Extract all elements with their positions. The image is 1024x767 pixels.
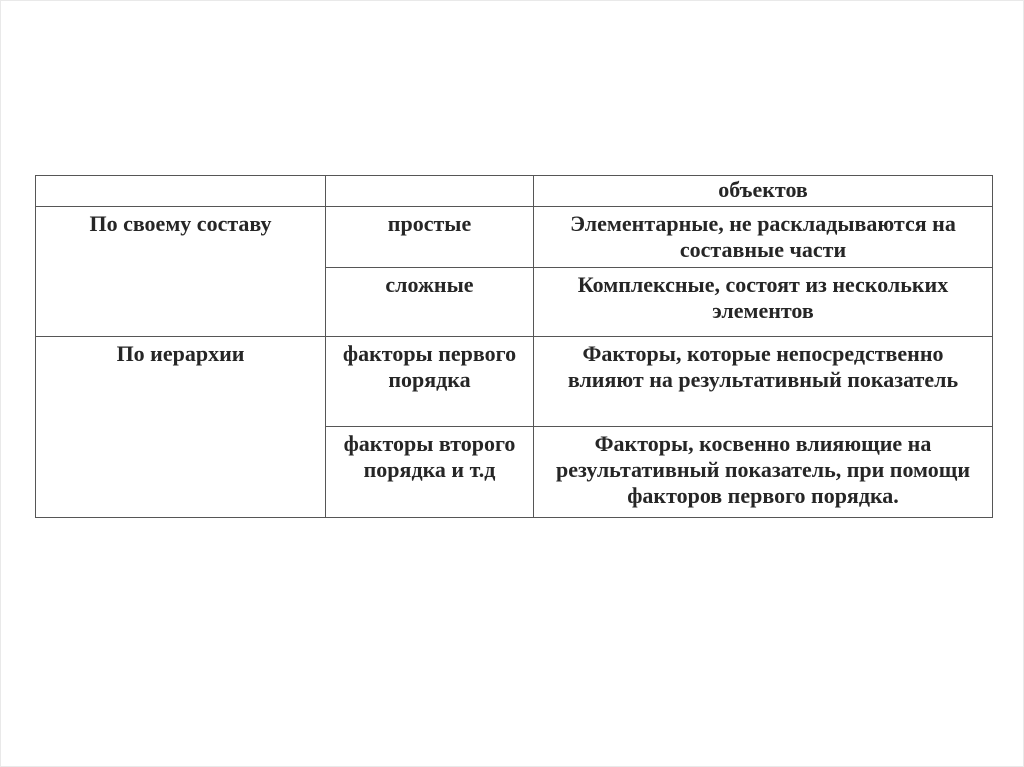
type-first-order-cell: факторы первого порядка <box>325 336 534 427</box>
type-second-order-cell: факторы второго порядка и т.д <box>325 426 534 518</box>
row-second-order: факторы второго порядка и т.д Факторы, к… <box>36 426 993 518</box>
desc-first-order-cell: Факторы, которые непосредственно влияют … <box>533 336 993 427</box>
category-by-hierarchy-cell: По иерархии <box>35 336 326 518</box>
row-complex: сложные Комплексные, состоят из нескольк… <box>36 267 993 337</box>
classification-table: объектов По своему составу простые Элеме… <box>35 175 993 518</box>
type-simple-cell: простые <box>325 206 534 268</box>
header-category-cell <box>35 175 326 207</box>
table-header-row: объектов <box>35 175 993 207</box>
row-first-order: По иерархии факторы первого порядка Факт… <box>35 336 993 518</box>
desc-complex-cell: Комплексные, состоят из нескольких элеме… <box>533 267 993 337</box>
category-by-composition-cell: По своему составу <box>35 206 326 337</box>
desc-second-order-cell: Факторы, косвенно влияющие на результати… <box>533 426 993 518</box>
type-complex-cell: сложные <box>325 267 534 337</box>
row-simple: По своему составу простые Элементарные, … <box>35 206 993 337</box>
header-type-cell <box>325 175 534 207</box>
desc-simple-cell: Элементарные, не раскладываются на соста… <box>533 206 993 268</box>
header-description-cell: объектов <box>533 175 993 207</box>
